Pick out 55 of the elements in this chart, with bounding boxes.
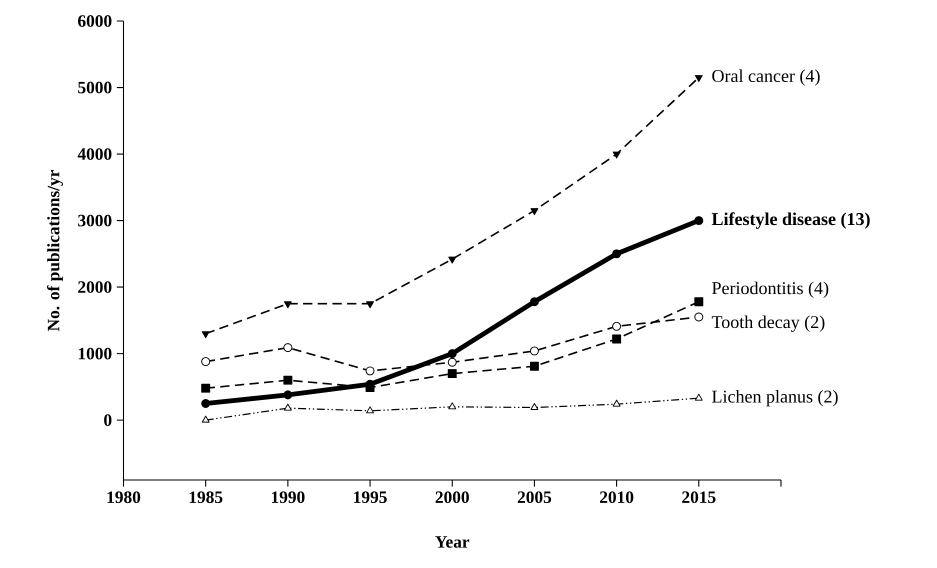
y-tick-label: 3000 bbox=[78, 214, 112, 226]
point bbox=[694, 75, 703, 82]
point bbox=[366, 301, 374, 308]
point bbox=[284, 301, 292, 308]
point bbox=[283, 390, 292, 400]
point bbox=[202, 331, 210, 338]
point bbox=[612, 334, 622, 344]
x-tick-label: 1985 bbox=[190, 491, 222, 504]
point bbox=[201, 399, 210, 408]
x-tick-label: 2000 bbox=[436, 491, 469, 504]
series-label: Oral cancer (4) bbox=[712, 69, 820, 86]
point bbox=[530, 403, 538, 410]
x-tick-label: 2005 bbox=[518, 491, 552, 504]
point bbox=[612, 400, 621, 407]
point bbox=[694, 216, 704, 226]
y-tick-label: 5000 bbox=[78, 82, 112, 94]
point bbox=[694, 297, 704, 306]
point bbox=[694, 394, 703, 401]
x-tick-label: 1990 bbox=[272, 491, 305, 504]
series-label: Periodontitis (4) bbox=[712, 282, 828, 298]
point bbox=[612, 322, 622, 331]
point bbox=[366, 406, 374, 414]
y-tick-label: 4000 bbox=[78, 148, 112, 160]
x-tick-label: 1980 bbox=[108, 491, 140, 504]
x-tick-label: 1995 bbox=[354, 491, 387, 504]
y-tick-label: 6000 bbox=[78, 15, 112, 27]
y-tick-label: 0 bbox=[104, 414, 112, 426]
series-label: Lichen planus (2) bbox=[712, 390, 838, 406]
point bbox=[448, 358, 457, 367]
point bbox=[366, 366, 375, 376]
point bbox=[530, 362, 539, 371]
point bbox=[284, 404, 292, 411]
point bbox=[612, 152, 621, 159]
y-tick-label: 1000 bbox=[78, 348, 112, 360]
x-tick-label: 2010 bbox=[600, 491, 634, 504]
series-label: Tooth decay (2) bbox=[712, 316, 824, 332]
point bbox=[612, 249, 622, 258]
point bbox=[448, 402, 456, 410]
point bbox=[530, 297, 539, 306]
x-tick-label: 2015 bbox=[682, 491, 716, 504]
point bbox=[283, 343, 292, 352]
point bbox=[283, 376, 292, 385]
point bbox=[201, 384, 210, 393]
point bbox=[530, 346, 539, 356]
point bbox=[448, 369, 457, 378]
y-tick-label: 2000 bbox=[78, 281, 112, 293]
y-axis-title: No. of publications/yr bbox=[47, 170, 63, 332]
x-axis-title: Year bbox=[435, 536, 470, 548]
series-label: Lifestyle disease (13) bbox=[712, 212, 870, 229]
point bbox=[448, 256, 456, 264]
point bbox=[201, 357, 210, 366]
point bbox=[202, 416, 210, 423]
point bbox=[694, 312, 704, 322]
point bbox=[448, 349, 457, 358]
point bbox=[530, 208, 538, 216]
